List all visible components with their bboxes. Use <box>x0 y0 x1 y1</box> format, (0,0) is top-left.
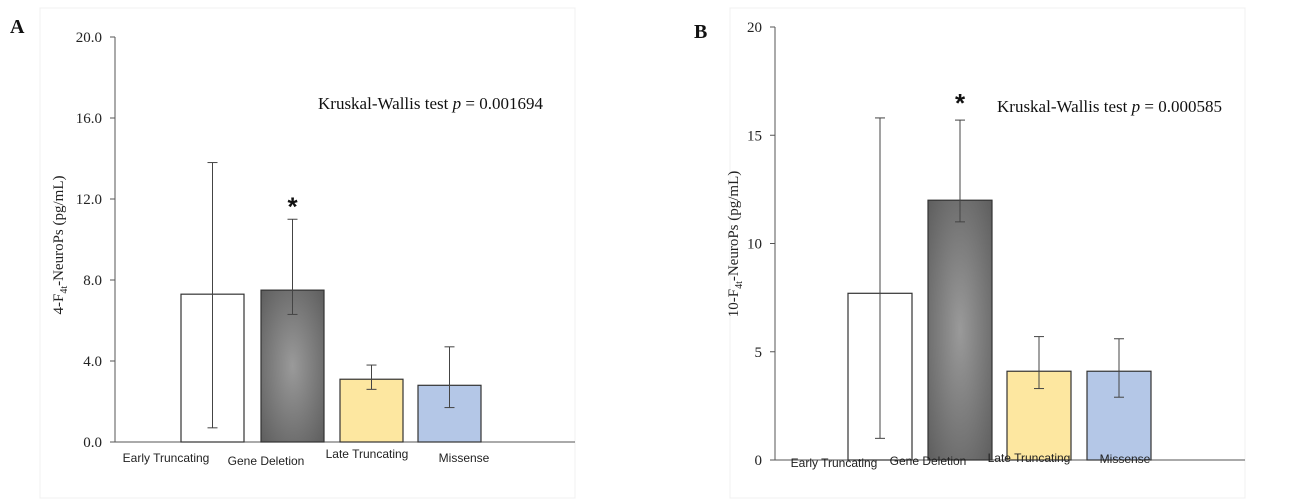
y-tick-label: 20 <box>747 20 762 36</box>
panel-b-border <box>729 7 1246 499</box>
kruskal-wallis-annotation: Kruskal-Wallis test p = 0.000585 <box>997 97 1222 116</box>
y-tick-label: 12.0 <box>76 192 102 208</box>
panel-label: A <box>10 16 25 38</box>
x-category-label: Late Truncating <box>988 451 1071 465</box>
y-tick-label: 4.0 <box>83 354 102 370</box>
kruskal-wallis-annotation: Kruskal-Wallis test p = 0.001694 <box>318 94 543 113</box>
chart-panel-a: A 4-F4t-NeuroPs (pg/mL) Kruskal-Wallis t… <box>10 7 576 499</box>
y-tick-label: 8.0 <box>83 273 102 289</box>
significance-star: * <box>287 191 298 221</box>
bar-gene-deletion <box>927 199 993 461</box>
y-axis-label: 10-F4t-NeuroPs (pg/mL) <box>726 171 745 318</box>
bar-gene-deletion <box>260 289 325 443</box>
y-tick-label: 20.0 <box>76 30 102 46</box>
chart-panel-b: B 10-F4t-NeuroPs (pg/mL) Kruskal-Wallis … <box>694 7 1246 499</box>
x-category-label: Missense <box>1100 452 1151 466</box>
y-tick-label: 5 <box>755 345 763 361</box>
significance-star: * <box>955 88 966 118</box>
panel-label: B <box>694 21 707 43</box>
x-category-label: Gene Deletion <box>228 454 305 468</box>
y-axis-label: 4-F4t-NeuroPs (pg/mL) <box>51 175 70 314</box>
x-category-label: Gene Deletion <box>890 454 967 468</box>
y-tick-label: 0 <box>755 453 763 469</box>
x-category-label: Early Truncating <box>791 456 878 470</box>
y-tick-label: 15 <box>747 128 762 144</box>
y-tick-label: 16.0 <box>76 111 102 127</box>
panel-a-border <box>39 7 576 499</box>
x-category-label: Early Truncating <box>123 451 210 465</box>
x-category-label: Missense <box>439 451 490 465</box>
y-tick-label: 0.0 <box>83 435 102 451</box>
y-tick-label: 10 <box>747 237 762 253</box>
x-category-label: Late Truncating <box>326 447 409 461</box>
